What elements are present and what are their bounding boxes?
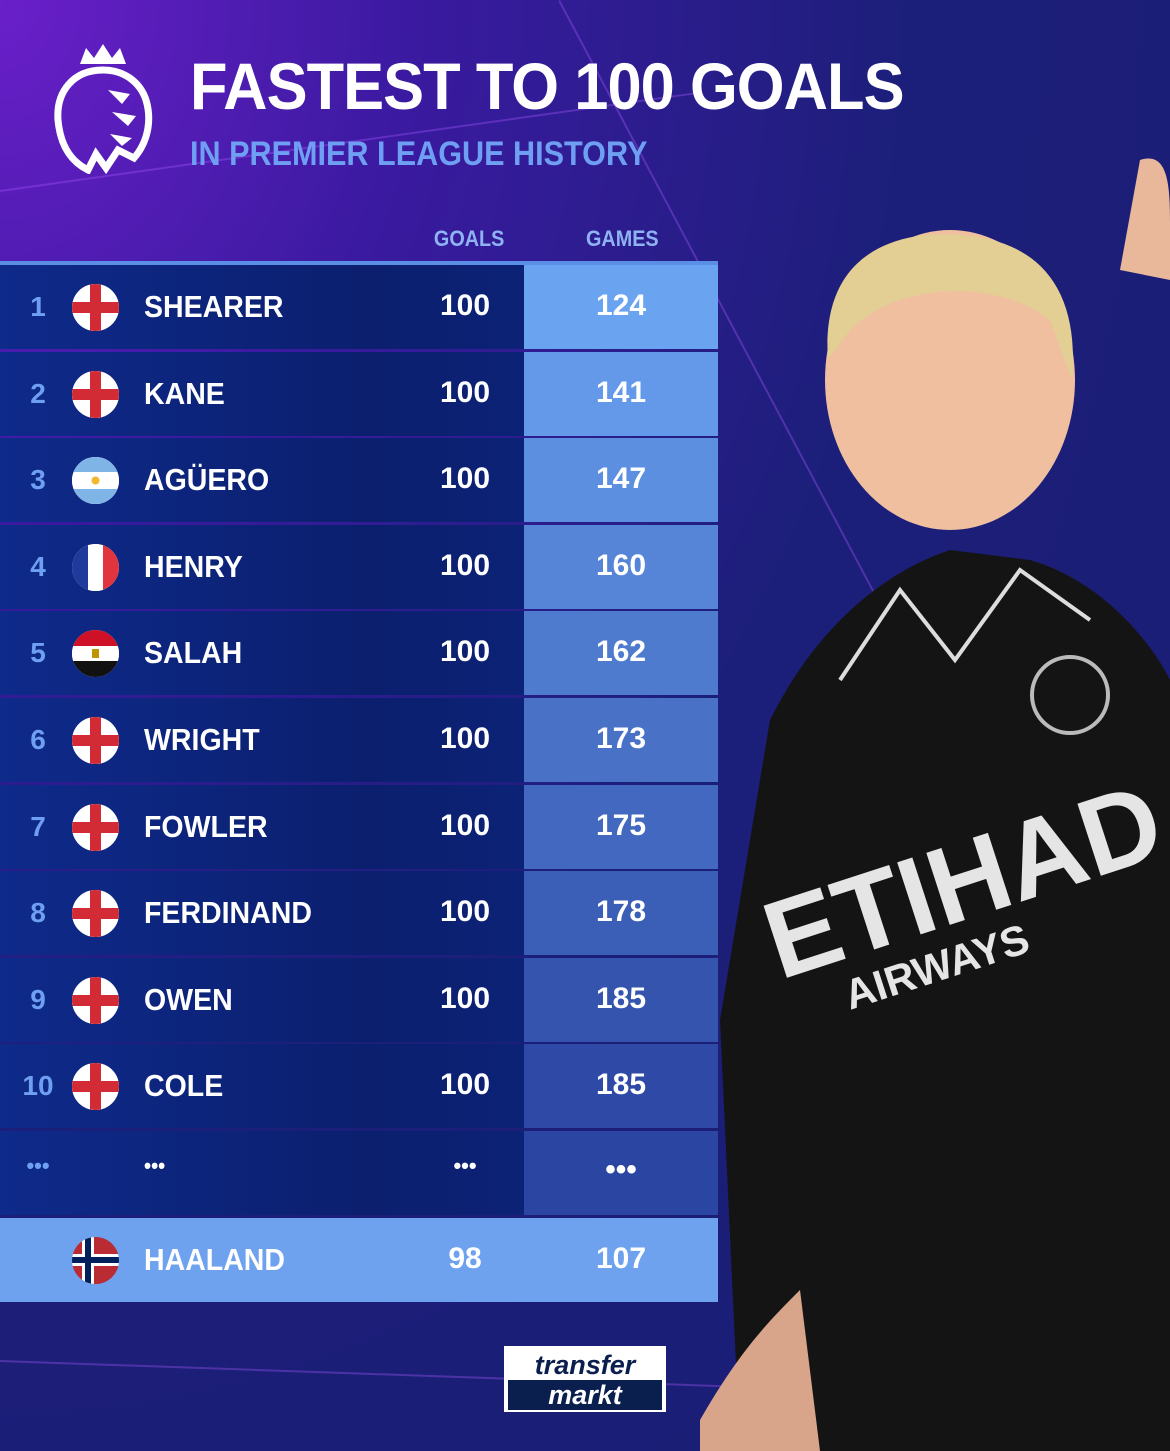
games-value: 185	[595, 1068, 647, 1102]
flag-france-icon	[72, 543, 119, 591]
games-cell: 147	[524, 438, 718, 523]
games-value: 141	[595, 375, 647, 409]
goals-value: 100	[439, 462, 491, 496]
rank: 8	[30, 897, 46, 929]
flag-argentina-icon	[72, 457, 119, 505]
goals-value: 100	[439, 289, 491, 322]
rank: 5	[30, 637, 46, 669]
table-row: 162 5 SALAH 100	[0, 611, 718, 696]
games-value: 160	[595, 548, 647, 582]
table-row: 185 10 COLE 100	[0, 1044, 718, 1129]
flag-england-icon	[72, 976, 119, 1024]
table-row: 185 9 OWEN 100	[0, 957, 718, 1042]
player-name: FOWLER	[144, 808, 268, 844]
games-cell: 162	[524, 611, 718, 696]
goals-value: 100	[439, 375, 491, 409]
goals-value: 100	[439, 895, 491, 929]
table-row: 173 6 WRIGHT 100	[0, 698, 718, 782]
column-header-goals: GOALS	[433, 226, 505, 251]
player-name: HAALAND	[144, 1242, 286, 1277]
ellipsis-rank: •••	[26, 1153, 50, 1178]
games-value: 173	[595, 722, 647, 755]
flag-england-icon	[72, 890, 119, 938]
games-cell: 185	[524, 1044, 718, 1129]
table-row: 141 2 KANE 100	[0, 351, 718, 436]
table-top-bar	[0, 261, 718, 265]
games-value: 178	[595, 895, 647, 929]
goals-value: 100	[439, 1068, 491, 1102]
rank: 4	[30, 550, 46, 582]
table-row: 147 3 AGÜERO 100	[0, 438, 718, 523]
games-cell: 124	[524, 265, 718, 349]
premier-league-logo	[54, 44, 153, 174]
games-value: 175	[595, 808, 647, 842]
player-name: SALAH	[144, 635, 243, 671]
flag-egypt-icon	[72, 630, 119, 678]
goals-value: 100	[439, 808, 491, 842]
games-value: 147	[595, 462, 647, 496]
rank: 6	[30, 724, 46, 755]
player-name: KANE	[144, 375, 225, 411]
rank: 7	[30, 810, 46, 842]
flag-england-icon	[72, 284, 119, 331]
flag-england-icon	[72, 717, 119, 764]
games-cell: 175	[524, 784, 718, 869]
player-name: SHEARER	[144, 289, 284, 324]
games-value: 124	[595, 289, 647, 322]
ellipsis-goals: •••	[453, 1153, 477, 1178]
flag-england-icon	[72, 1063, 119, 1111]
games-cell: 173	[524, 698, 718, 782]
player-name: AGÜERO	[144, 462, 270, 498]
player-name: HENRY	[144, 548, 243, 584]
rank: 3	[30, 464, 46, 496]
transfermarkt-logo: transfer markt	[504, 1346, 666, 1412]
table-row: 175 7 FOWLER 100	[0, 784, 718, 869]
games-cell: 185	[524, 957, 718, 1042]
page-title: FASTEST TO 100 GOALS	[190, 49, 905, 123]
ellipsis-row: ••• ••• ••• •••	[0, 1131, 718, 1215]
games-cell: 160	[524, 524, 718, 609]
table-row: 124 1 SHEARER 100	[0, 265, 718, 349]
ellipsis-games: •••	[605, 1153, 637, 1186]
player-name: WRIGHT	[144, 722, 260, 757]
highlight-row-haaland: HAALAND 98 107	[0, 1218, 718, 1302]
goals-value: 100	[439, 548, 491, 582]
games-cell: 178	[524, 871, 718, 956]
ellipsis-name: •••	[144, 1153, 166, 1178]
goals-value: 100	[439, 981, 491, 1015]
flag-england-icon	[72, 370, 119, 418]
rank: 10	[22, 1070, 54, 1102]
brand-line-2: markt	[508, 1380, 662, 1410]
player-goals: 98	[448, 1242, 482, 1275]
player-name: OWEN	[144, 981, 233, 1017]
games-value: 162	[595, 635, 647, 669]
rank: 2	[30, 377, 46, 409]
games-value: 185	[595, 981, 647, 1015]
table-row: 178 8 FERDINAND 100	[0, 871, 718, 956]
goals-value: 100	[439, 635, 491, 669]
brand-line-1: transfer	[508, 1350, 662, 1380]
player-name: COLE	[144, 1068, 224, 1104]
flag-norway-icon	[72, 1237, 119, 1284]
games-cell: 141	[524, 351, 718, 436]
flag-england-icon	[72, 803, 119, 851]
player-name: FERDINAND	[144, 895, 312, 931]
goals-value: 100	[439, 722, 491, 755]
table-row: 160 4 HENRY 100	[0, 524, 718, 609]
rank: 1	[30, 291, 46, 322]
player-photo: ETIHAD AIRWAYS	[700, 158, 1170, 1451]
rank: 9	[30, 983, 46, 1015]
page-subtitle: IN PREMIER LEAGUE HISTORY	[190, 135, 648, 173]
column-header-games: GAMES	[586, 226, 659, 251]
player-games: 107	[595, 1242, 647, 1275]
